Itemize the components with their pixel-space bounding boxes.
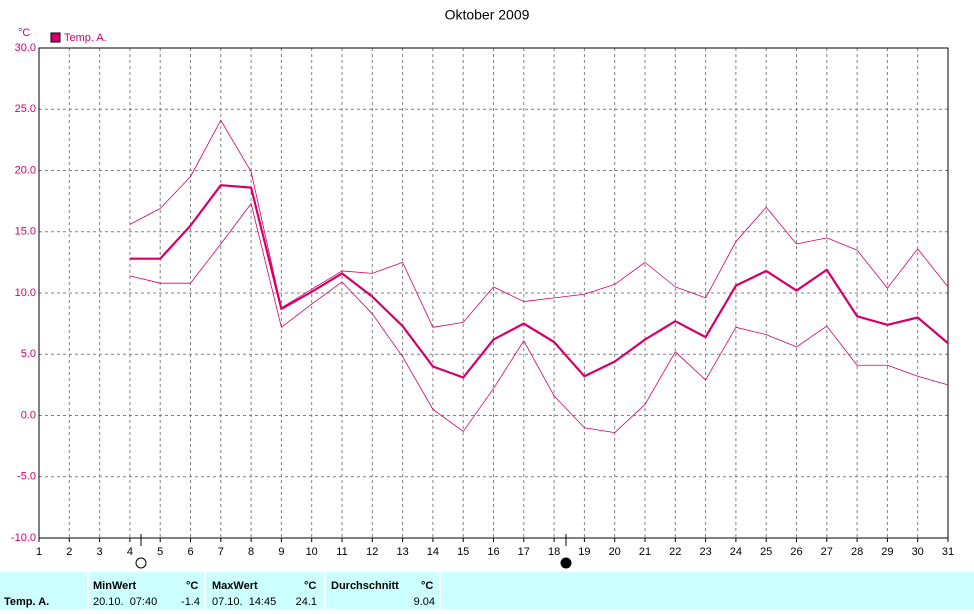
x-tick-label: 27 [821,546,833,558]
stats-unit: °C [186,580,198,592]
y-tick-label: 20.0 [15,164,36,176]
x-tick-label: 23 [699,546,711,558]
stats-unit: °C [421,580,433,592]
x-tick-label: 29 [881,546,893,558]
y-unit: °C [18,27,30,39]
legend-swatch [50,32,61,43]
stats-label: Durchschnitt [331,580,399,592]
x-tick-label: 28 [851,546,863,558]
y-tick-label: 15.0 [15,226,36,238]
x-tick-label: 5 [157,546,163,558]
x-tick-label: 8 [248,546,254,558]
x-tick-label: 20 [609,546,621,558]
x-tick-label: 31 [942,546,954,558]
x-tick-label: 4 [127,546,133,558]
plot-frame [38,47,949,539]
y-tick-label: 5.0 [21,348,36,360]
stats-value: 9.04 [414,596,435,608]
y-tick-label: -10.0 [11,532,36,544]
stats-unit: °C [304,580,316,592]
y-tick-label: 25.0 [15,103,36,115]
x-tick-label: 11 [336,546,347,558]
y-tick-label: 10.0 [15,287,36,299]
x-tick-label: 25 [760,546,772,558]
stats-time: 07.10. 14:45 [212,596,276,608]
x-tick-label: 18 [548,546,560,558]
x-tick-label: 26 [790,546,802,558]
y-tick-label: -5.0 [17,471,36,483]
stats-value: -1.4 [181,596,200,608]
legend-label: Temp. A. [64,32,107,44]
x-tick-label: 1 [36,546,42,558]
stats-name: Temp. A. [4,596,49,608]
full-moon [135,557,147,569]
x-tick-label: 15 [457,546,469,558]
x-tick-label: 9 [278,546,284,558]
x-tick-label: 16 [487,546,499,558]
stats-bar [0,572,974,609]
x-tick-label: 6 [187,546,193,558]
x-tick-label: 22 [669,546,681,558]
series-line [129,184,949,379]
x-tick-label: 13 [396,546,408,558]
x-tick-label: 7 [218,546,224,558]
x-tick-label: 10 [306,546,318,558]
x-tick-label: 14 [427,546,439,558]
chart-title: Oktober 2009 [445,7,530,23]
new-moon [560,557,572,569]
x-tick-label: 21 [639,546,651,558]
x-tick-label: 19 [578,546,590,558]
x-tick-label: 17 [518,546,530,558]
x-tick-label: 12 [366,546,378,558]
stats-value: 24.1 [296,596,317,608]
stats-time: 20.10. 07:40 [93,596,157,608]
y-tick-label: 30.0 [15,42,36,54]
x-tick-label: 24 [730,546,742,558]
x-tick-label: 3 [97,546,103,558]
series-line [129,119,949,328]
stats-label: MinWert [93,580,137,592]
x-tick-label: 30 [912,546,924,558]
series-line [129,203,949,434]
x-tick-label: 2 [66,546,72,558]
stats-label: MaxWert [212,580,258,592]
y-tick-label: 0.0 [21,409,36,421]
